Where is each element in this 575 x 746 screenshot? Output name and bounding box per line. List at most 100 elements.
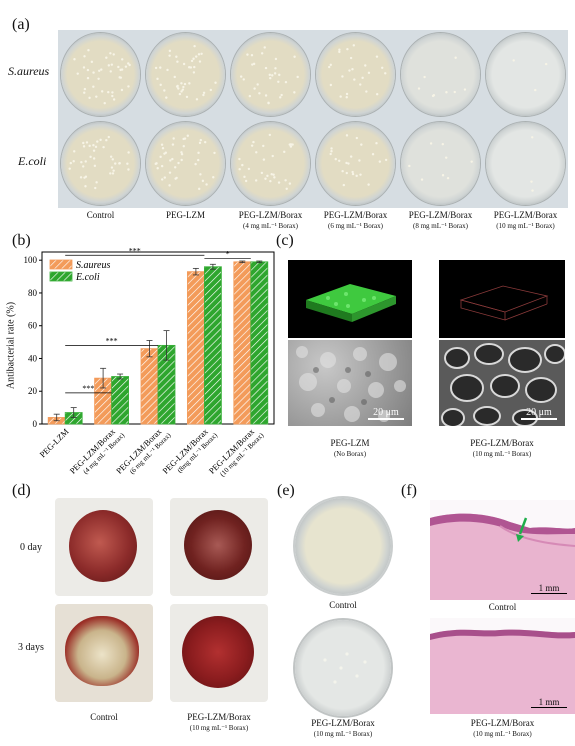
colony xyxy=(258,92,261,95)
plate-caption-name: PEG-LZM xyxy=(166,210,205,220)
colony xyxy=(274,57,278,61)
panel-b-chart: 0 20 40 60 80 100 PEG-LZM PEG-LZM/Borax(4 mg mL… xyxy=(0,238,280,483)
colony xyxy=(103,101,106,105)
colony xyxy=(94,186,97,190)
caption-c-right: PEG-LZM/Borax (10 mg mL⁻¹ Borax) xyxy=(439,438,565,460)
sparse-colonies xyxy=(323,652,367,684)
colony xyxy=(159,83,162,87)
colony xyxy=(177,161,180,165)
colony xyxy=(255,151,258,154)
colony xyxy=(192,71,196,74)
y-tick-label: 20 xyxy=(28,386,38,396)
colony xyxy=(446,176,450,180)
y-tick-label: 0 xyxy=(33,419,38,429)
colony xyxy=(364,64,367,67)
colony xyxy=(121,58,124,61)
petri-dish xyxy=(146,33,225,116)
colony xyxy=(260,171,264,175)
colony xyxy=(83,55,86,58)
colony xyxy=(296,75,299,79)
panel-label-a: (a) xyxy=(12,16,30,33)
colony xyxy=(193,65,196,69)
x-tick-label: PEG-LZM xyxy=(37,426,70,459)
colony xyxy=(180,82,183,85)
colony xyxy=(198,60,202,63)
colony xyxy=(166,68,169,72)
colony xyxy=(278,73,281,77)
scale-bar-f-bottom: 1 mm xyxy=(531,697,567,708)
colony xyxy=(190,59,194,63)
colony xyxy=(345,96,348,99)
colony xyxy=(168,171,172,174)
colony xyxy=(171,157,174,161)
colony-dots xyxy=(239,46,299,105)
colony xyxy=(384,158,388,162)
colony xyxy=(107,64,111,67)
colony xyxy=(128,63,131,67)
caption-c-left: PEG-LZM (No Borax) xyxy=(288,438,412,460)
colony xyxy=(338,48,341,51)
colony xyxy=(84,160,87,163)
legend-swatch xyxy=(49,271,73,282)
plate-e-control xyxy=(295,498,391,594)
colony xyxy=(246,53,249,56)
colony xyxy=(351,170,354,174)
colony xyxy=(112,53,115,56)
plate-caption-name: Control xyxy=(86,210,115,220)
colony xyxy=(351,67,354,71)
petri-dish xyxy=(231,122,310,205)
colony xyxy=(244,179,248,183)
colony xyxy=(111,158,114,161)
he-stain-control xyxy=(430,513,575,600)
panel-c: 20 μm 20 μm PEG-LZM (No Borax) PEG-LZM/B… xyxy=(282,252,575,482)
panel-label-e: (e) xyxy=(277,482,295,499)
colony xyxy=(429,142,433,145)
colony xyxy=(280,93,283,97)
colony xyxy=(180,151,183,154)
colony xyxy=(293,91,296,94)
colony xyxy=(171,143,175,146)
colony xyxy=(454,56,457,59)
colony xyxy=(248,94,252,98)
colony xyxy=(172,137,175,140)
colony xyxy=(202,93,205,97)
colony xyxy=(534,88,537,92)
colony xyxy=(156,167,159,170)
colony xyxy=(271,154,274,158)
colony xyxy=(110,166,114,169)
colony xyxy=(262,158,266,161)
colony xyxy=(90,60,94,64)
colony xyxy=(180,153,184,156)
colony xyxy=(82,145,86,148)
colony xyxy=(463,88,467,91)
colony xyxy=(177,87,180,90)
colony xyxy=(114,162,117,165)
colony xyxy=(111,94,114,98)
caption-c-right-sub: (10 mg mL⁻¹ Borax) xyxy=(472,450,532,458)
colony xyxy=(112,98,116,101)
colony xyxy=(82,141,85,145)
colony xyxy=(279,96,282,99)
row-label-saureus: S.aureus xyxy=(8,64,50,78)
colony xyxy=(269,76,272,80)
colony xyxy=(195,98,199,101)
colony-dots xyxy=(328,44,387,99)
y-tick-label: 80 xyxy=(28,288,38,298)
colony xyxy=(353,78,356,81)
colony xyxy=(156,77,159,81)
colony xyxy=(117,65,120,69)
bar-saureus xyxy=(186,271,205,425)
bar-saureus xyxy=(233,261,252,425)
colony xyxy=(183,137,187,140)
colony xyxy=(69,161,73,165)
colony xyxy=(375,55,379,58)
colony xyxy=(213,151,216,155)
histology-treated: 1 mm xyxy=(430,618,575,714)
colony xyxy=(214,81,217,84)
colony xyxy=(118,161,121,165)
significance-label: * xyxy=(226,250,230,259)
colony xyxy=(470,160,473,163)
colony xyxy=(238,168,241,171)
colony-dots xyxy=(154,44,217,101)
